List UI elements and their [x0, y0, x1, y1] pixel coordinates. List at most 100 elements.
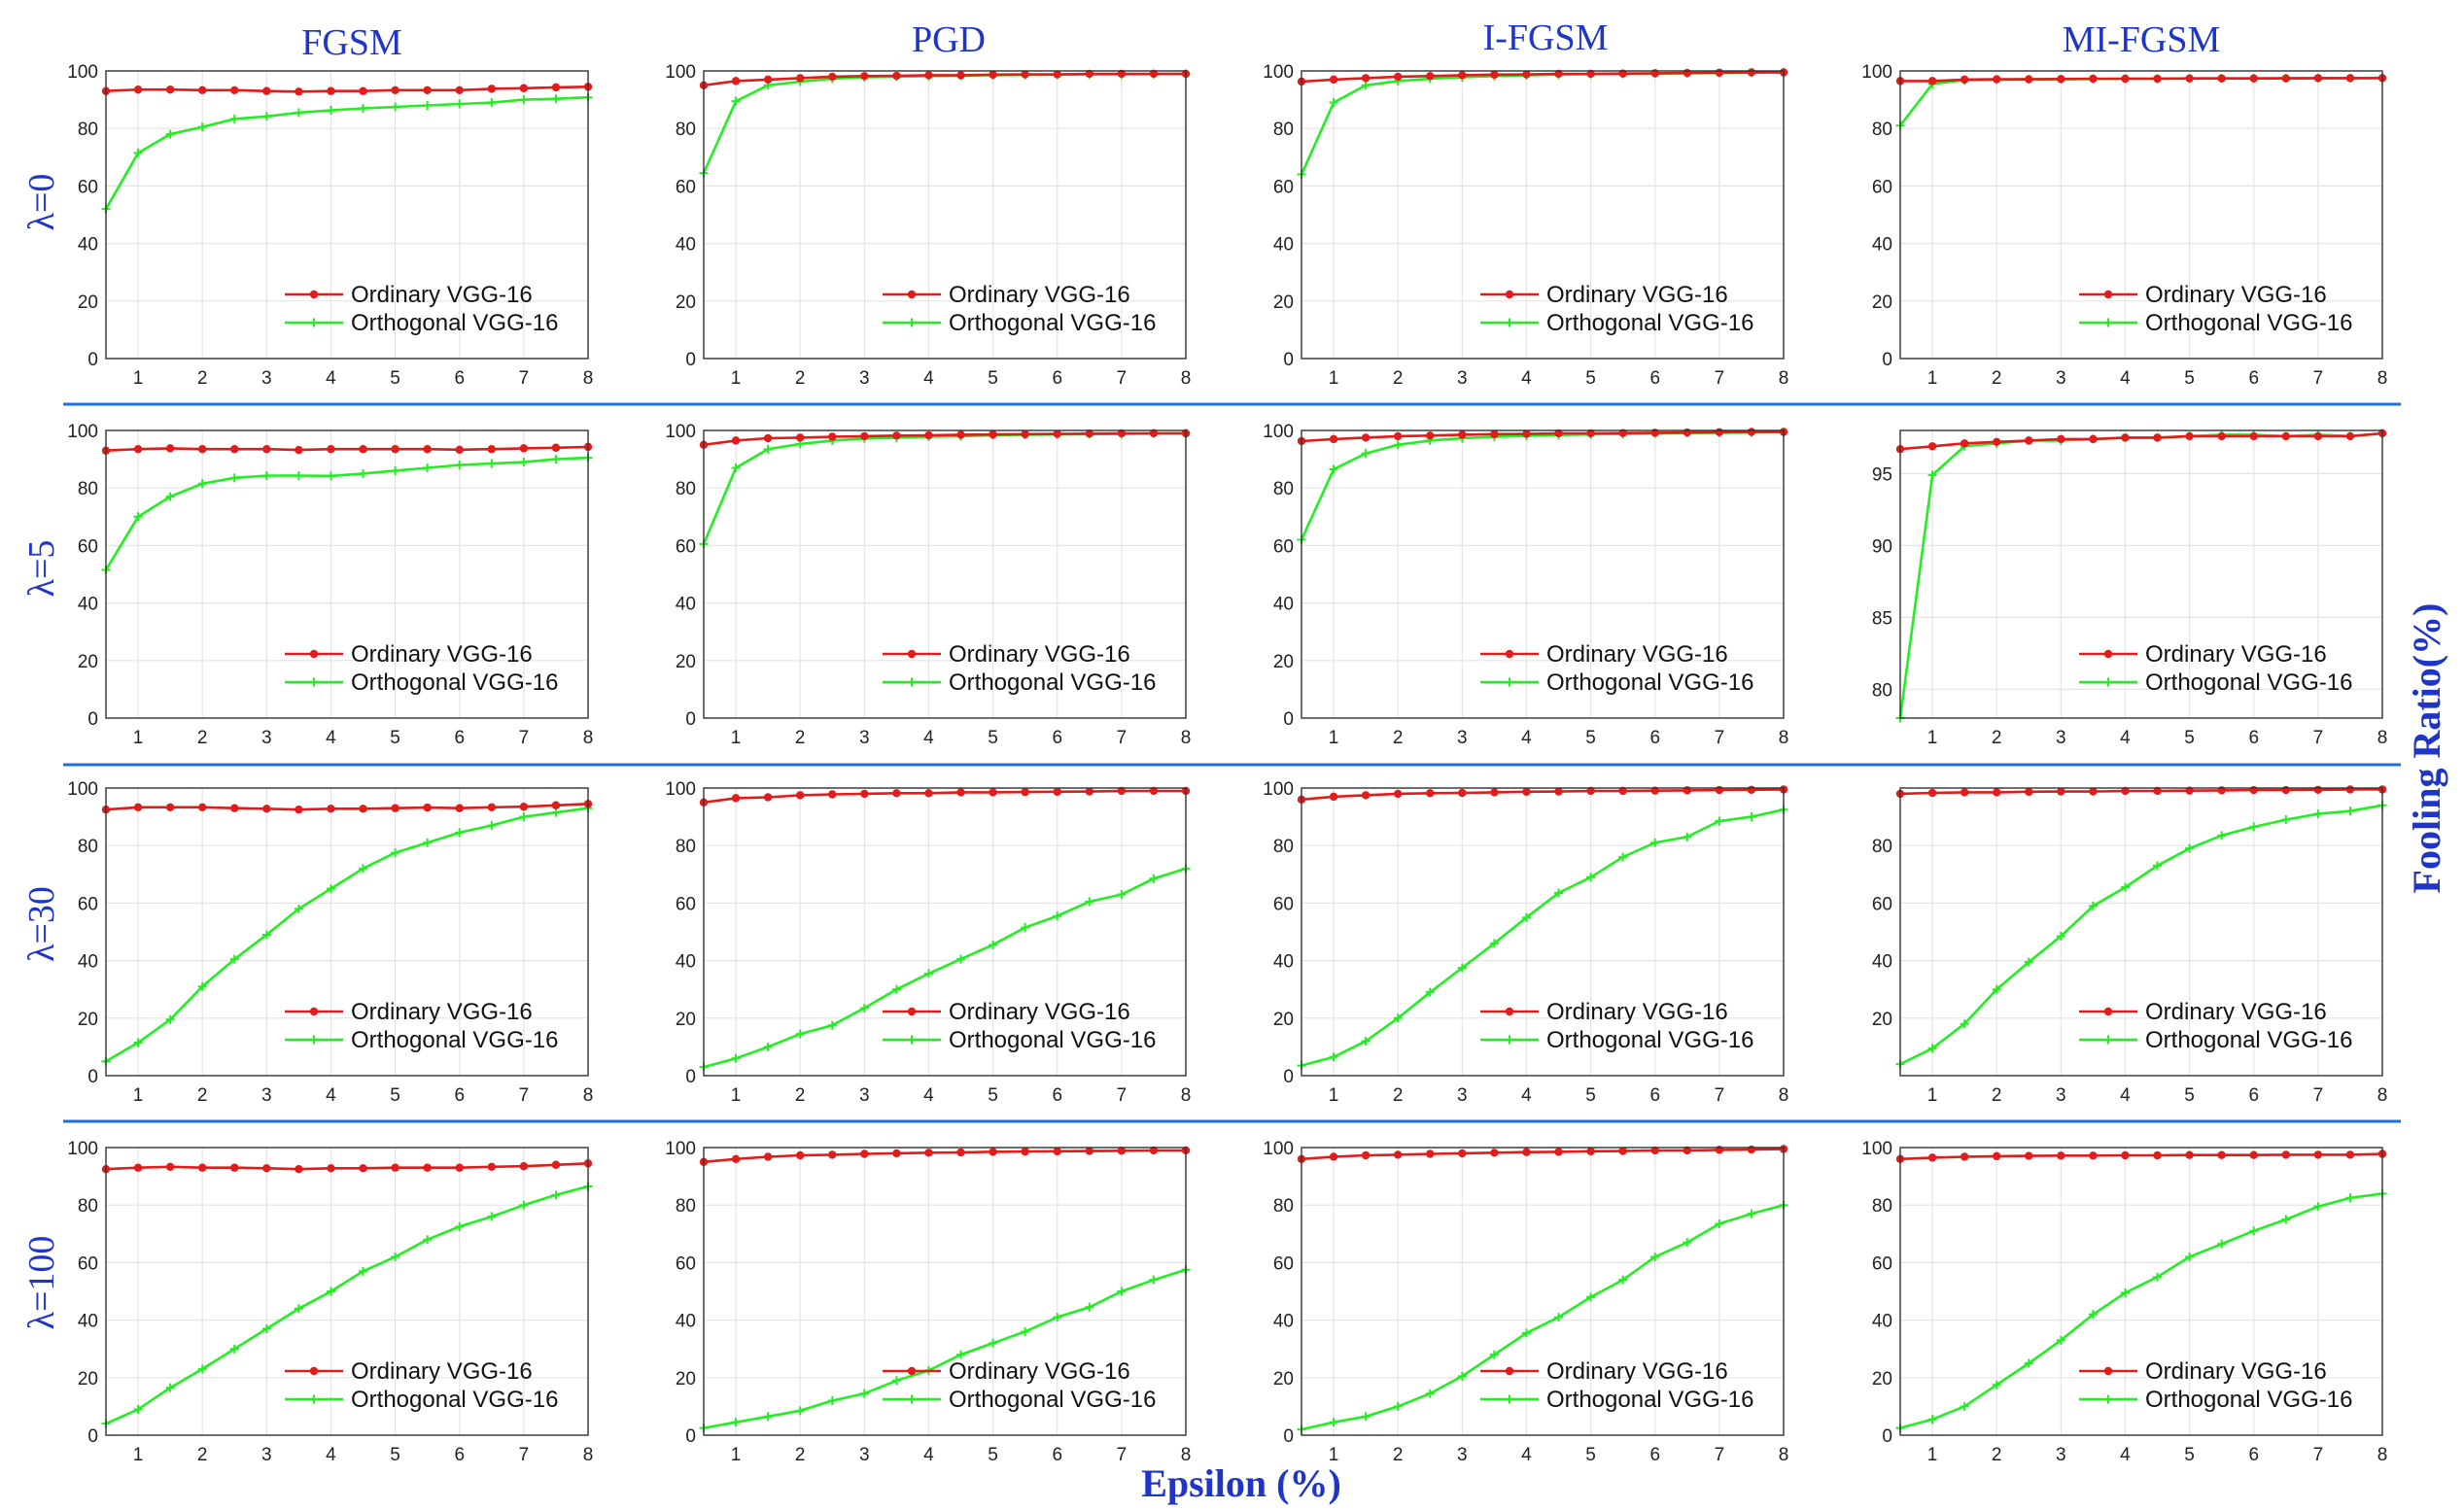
- x-tick-label: 4: [1521, 728, 1532, 748]
- y-tick-label: 0: [87, 1067, 98, 1087]
- orthogonal-point: [133, 512, 143, 522]
- orthogonal-point: [294, 904, 303, 913]
- x-tick-label: 2: [197, 1085, 208, 1106]
- y-tick-label: 100: [67, 1139, 98, 1159]
- ordinary-point: [1490, 788, 1499, 797]
- y-tick-label: 0: [87, 1426, 98, 1447]
- orthogonal-point: [1361, 81, 1371, 90]
- ordinary-point: [1426, 72, 1435, 81]
- x-tick-label: 6: [454, 1085, 465, 1106]
- orthogonal-point: [2281, 815, 2291, 825]
- ordinary-point: [2313, 785, 2323, 794]
- ordinary-point: [2089, 787, 2098, 796]
- x-tick-label: 8: [2377, 368, 2388, 389]
- ordinary-point: [1618, 1147, 1627, 1155]
- orthogonal-point: [391, 465, 400, 475]
- y-tick-label: 20: [78, 292, 98, 313]
- y-tick-label: 90: [1872, 536, 1892, 557]
- ordinary-point: [230, 86, 239, 95]
- orthogonal-point: [2024, 957, 2033, 967]
- orthogonal-point: [1715, 1218, 1724, 1228]
- y-tick-label: 0: [1882, 1426, 1892, 1447]
- x-tick-label: 3: [2056, 368, 2066, 389]
- x-tick-label: 5: [988, 368, 998, 389]
- ordinary-point: [1361, 1150, 1371, 1160]
- ordinary-point: [1683, 428, 1692, 437]
- x-tick-label: 8: [2377, 728, 2388, 748]
- ordinary-point: [2249, 1150, 2258, 1159]
- orthogonal-point: [165, 1383, 175, 1392]
- axes-box: [703, 1147, 1187, 1436]
- x-tick-label: 8: [2377, 1445, 2388, 1465]
- y-tick-label: 100: [1861, 62, 1892, 83]
- y-tick-label: 40: [676, 952, 696, 973]
- x-tick-label: 7: [519, 1445, 530, 1465]
- panel-mifgsm-r2: 1 2 3 4 5 6 7 8 20 40 60 80 Ordinary VGG-16Orthogona…: [1872, 785, 2387, 1106]
- orthogonal-point: [487, 1212, 497, 1221]
- orthogonal-point: [1489, 939, 1499, 948]
- orthogonal-point: [1457, 963, 1467, 973]
- y-tick-label: 0: [685, 1426, 696, 1447]
- x-tick-label: 6: [2248, 368, 2259, 389]
- ordinary-point: [519, 1162, 529, 1171]
- ordinary-series-line: [105, 803, 589, 811]
- x-tick-label: 3: [1457, 728, 1468, 748]
- orthogonal-point: [1586, 1292, 1596, 1302]
- legend-orthogonal-marker: [309, 1035, 319, 1045]
- ordinary-point: [1426, 789, 1435, 798]
- orthogonal-point: [1554, 888, 1564, 898]
- x-tick-label: 1: [731, 728, 742, 748]
- x-tick-label: 4: [2120, 368, 2131, 389]
- ordinary-point: [423, 445, 432, 454]
- x-tick-label: 8: [1779, 728, 1789, 748]
- ordinary-point: [487, 445, 496, 454]
- x-tick-label: 2: [1393, 1445, 1404, 1465]
- ordinary-point: [1394, 72, 1403, 82]
- ordinary-point: [1683, 68, 1692, 78]
- orthogonal-point: [229, 1344, 239, 1354]
- legend-orthogonal-label: Orthogonal VGG-16: [2145, 669, 2352, 696]
- ordinary-point: [391, 445, 399, 454]
- ordinary-point: [989, 788, 997, 797]
- x-tick-label: 8: [1779, 1085, 1789, 1106]
- ordinary-point: [1747, 428, 1756, 436]
- ordinary-point: [391, 86, 399, 95]
- x-tick-label: 7: [1117, 728, 1128, 748]
- y-tick-label: 40: [1273, 235, 1294, 256]
- orthogonal-series-line: [703, 1268, 1187, 1429]
- ordinary-point: [2281, 785, 2290, 795]
- legend-orthogonal-marker: [907, 677, 917, 687]
- x-tick-label: 4: [1521, 1085, 1532, 1106]
- y-tick-label: 60: [1872, 177, 1892, 197]
- y-tick-label: 40: [1872, 1312, 1892, 1332]
- legend-orthogonal-marker: [1505, 1394, 1514, 1404]
- y-tick-label: 20: [78, 1010, 98, 1030]
- ordinary-point: [2057, 1151, 2065, 1160]
- legend-orthogonal-marker: [1505, 677, 1514, 687]
- ordinary-point: [763, 433, 773, 443]
- x-tick-label: 6: [2248, 1085, 2259, 1106]
- ordinary-point: [924, 789, 933, 798]
- orthogonal-point: [326, 884, 335, 894]
- legend-orthogonal-marker: [309, 677, 319, 687]
- ordinary-series-line: [703, 1149, 1186, 1164]
- ordinary-point: [956, 71, 965, 80]
- y-tick-label: 80: [676, 120, 696, 140]
- x-tick-label: 1: [1329, 728, 1339, 748]
- ordinary-series-line: [1301, 430, 1784, 443]
- ordinary-point: [1426, 1150, 1435, 1158]
- x-tick-label: 1: [133, 368, 144, 389]
- ordinary-point: [1522, 70, 1531, 79]
- legend-ordinary-marker: [1505, 290, 1514, 299]
- orthogonal-point: [197, 981, 207, 991]
- ordinary-point: [1329, 1152, 1338, 1161]
- ordinary-point: [1586, 69, 1595, 79]
- ordinary-point: [391, 804, 399, 812]
- ordinary-point: [133, 86, 143, 94]
- orthogonal-point: [1329, 98, 1338, 108]
- orthogonal-point: [891, 1376, 901, 1386]
- ordinary-point: [359, 1164, 367, 1173]
